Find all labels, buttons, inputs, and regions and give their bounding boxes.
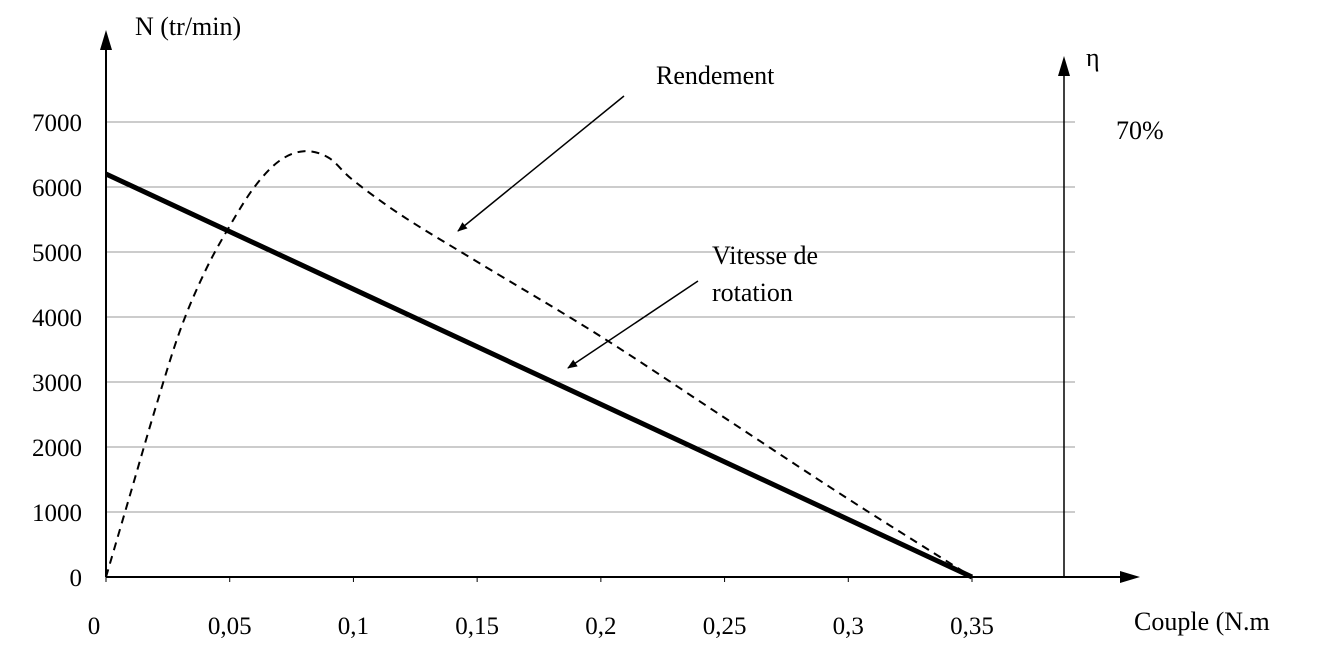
x-tick-label-7: 0,35 [950,613,994,640]
series-line-rendement [105,150,973,578]
x-axis-arrow-icon [1120,571,1140,583]
annotation-rendement: Rendement [457,61,775,232]
axes [100,30,1140,583]
annotation-rendement-arrow [457,95,625,232]
annotation-vitesse-arrow [567,280,699,369]
series [104,150,974,580]
y-tick-label-7: 7000 [32,110,82,137]
annotation-vitesse-label: Vitesse de [712,241,818,270]
y2-axis-title: η [1086,43,1100,72]
grid [106,121,1075,513]
y-tick-label-6: 6000 [32,175,82,202]
y-tick-label-5: 5000 [32,240,82,267]
x-tick-label-6: 0,3 [833,613,864,640]
x-tick-label-2: 0,1 [338,613,369,640]
y2-axis-arrow-icon [1058,56,1070,76]
x-tick-label-4: 0,2 [585,613,616,640]
y-tick-label-2: 2000 [32,435,82,462]
y-axis-title: N (tr/min) [135,12,241,41]
y-tick-label-0: 0 [70,565,83,592]
annotation-vitesse-label-line2: rotation [712,278,793,307]
y-tick-label-3: 3000 [32,370,82,397]
annotation-vitesse: Vitesse de rotation [567,241,818,369]
y-axis-arrow-icon [100,30,112,50]
x-axis-title: Couple (N.m [1134,607,1270,636]
x-tick-label-3: 0,15 [455,613,499,640]
x-tick-label-0: 0 [88,613,101,640]
series-line-vitesse [104,171,974,580]
y-tick-label-4: 4000 [32,305,82,332]
x-tick-label-5: 0,25 [703,613,747,640]
y-tick-label-1: 1000 [32,500,82,527]
tick-labels: 0 1000 2000 3000 4000 5000 6000 7000 0 0,05 0,1 0,1… [32,110,994,640]
annotation-rendement-label: Rendement [656,61,775,90]
x-tick-label-1: 0,05 [208,613,252,640]
y2-marker-label: 70% [1116,116,1164,145]
